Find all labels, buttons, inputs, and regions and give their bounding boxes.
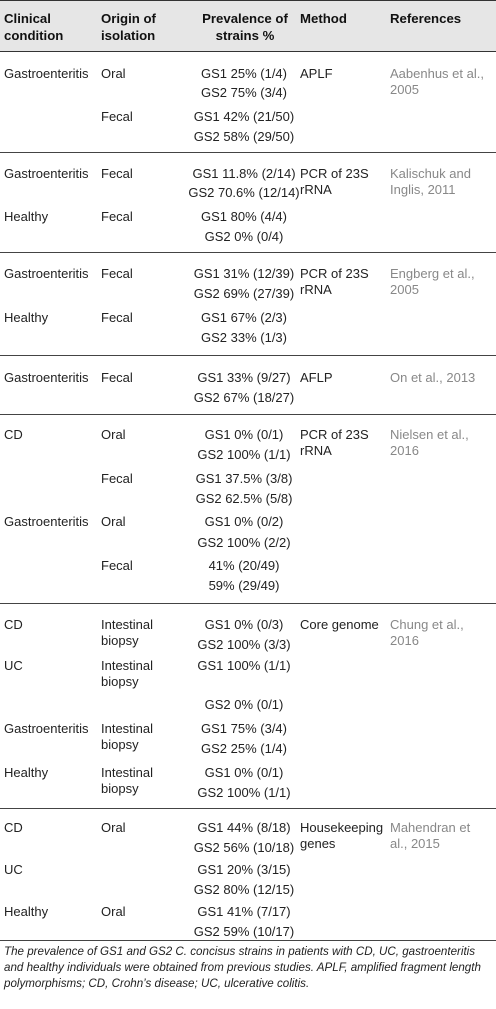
origin-cell: Oral [101,66,126,81]
group-divider [0,603,496,604]
origin-cell: Intestinal biopsy [101,617,154,648]
condition-cell: UC [4,862,23,877]
prevalence-cell: GS1 0% (0/1) [204,427,284,442]
prevalence-cell: GS2 0% (0/1) [204,697,284,712]
prevalence-cell: GS1 0% (0/2) [204,514,284,529]
prevalence-cell: GS2 0% (0/4) [204,229,284,244]
prevalence-cell: GS2 62.5% (5/8) [195,491,293,506]
group-divider [0,252,496,253]
reference-cell: Kalischuk and Inglis, 2011 [390,166,471,197]
prevalence-cell: GS2 58% (29/50) [193,129,295,144]
group-divider [0,355,496,356]
header-references: References [390,11,462,26]
prevalence-cell: GS1 41% (7/17) [197,904,291,919]
prevalence-cell: GS2 80% (12/15) [193,882,295,897]
prevalence-cell: GS2 25% (1/4) [201,741,287,756]
condition-cell: Gastroenteritis [4,514,89,529]
origin-cell: Oral [101,820,126,835]
prevalence-cell: GS2 100% (1/1) [197,785,291,800]
reference-cell: Engberg et al., 2005 [390,266,475,297]
origin-cell: Intestinal biopsy [101,765,154,796]
condition-cell: Gastroenteritis [4,166,89,181]
origin-cell: Fecal [101,209,133,224]
reference-cell: Aabenhus et al., 2005 [390,66,484,97]
method-cell: PCR of 23S rRNA [300,427,369,458]
prevalence-cell: GS1 75% (3/4) [201,721,287,736]
prevalence-cell: GS2 70.6% (12/14) [188,185,300,200]
prevalence-cell: GS2 100% (3/3) [197,637,291,652]
prevalence-cell: GS1 100% (1/1) [197,658,291,673]
prevalence-cell: GS1 11.8% (2/14) [192,166,296,181]
header-method: Method [300,11,347,26]
condition-cell: Gastroenteritis [4,266,89,281]
prevalence-cell: GS1 25% (1/4) [201,66,287,81]
condition-cell: UC [4,658,23,673]
prevalence-cell: GS2 75% (3/4) [201,85,287,100]
method-cell: AFLP [300,370,333,385]
condition-cell: CD [4,617,23,632]
prevalence-cell: GS2 100% (1/1) [197,447,291,462]
reference-cell: Mahendran et al., 2015 [390,820,471,851]
table-header: Clinical condition Origin of isolation P… [0,0,496,52]
group-divider [0,414,496,415]
prevalence-cell: GS1 67% (2/3) [201,310,287,325]
method-cell: Core genome [300,617,379,632]
reference-cell: Nielsen et al., 2016 [390,427,469,458]
prevalence-cell: 59% (29/49) [208,578,280,593]
table-bottom-rule [0,940,496,941]
origin-cell: Oral [101,514,126,529]
condition-cell: Healthy [4,209,49,224]
prevalence-cell: GS1 31% (12/39) [193,266,295,281]
table-footnote: The prevalence of GS1 and GS2 C. concisu… [4,945,481,990]
method-cell: APLF [300,66,333,81]
prevalence-cell: GS2 67% (18/27) [193,390,295,405]
method-cell: PCR of 23S rRNA [300,166,369,197]
prevalence-cell: GS1 44% (8/18) [197,820,291,835]
prevalence-cell: GS2 59% (10/17) [193,924,295,939]
origin-cell: Intestinal biopsy [101,721,154,752]
prevalence-cell: GS1 20% (3/15) [197,862,291,877]
reference-cell: On et al., 2013 [390,370,476,385]
condition-cell: Gastroenteritis [4,721,89,736]
prevalence-cell: GS1 37.5% (3/8) [195,471,293,486]
prevalence-cell: GS1 0% (0/1) [204,765,284,780]
origin-cell: Fecal [101,558,133,573]
condition-cell: Gastroenteritis [4,370,89,385]
condition-cell: Healthy [4,765,49,780]
group-divider [0,808,496,809]
method-cell: Housekeeping genes [300,820,384,851]
origin-cell: Oral [101,427,126,442]
header-origin: Origin of isolation [101,11,156,43]
origin-cell: Intestinal biopsy [101,658,154,689]
origin-cell: Fecal [101,310,133,325]
prevalence-cell: GS2 69% (27/39) [193,286,295,301]
origin-cell: Fecal [101,471,133,486]
origin-cell: Oral [101,904,126,919]
prevalence-cell: GS2 56% (10/18) [193,840,295,855]
group-divider [0,152,496,153]
origin-cell: Fecal [101,166,133,181]
prevalence-cell: GS1 80% (4/4) [201,209,287,224]
origin-cell: Fecal [101,109,133,124]
origin-cell: Fecal [101,370,133,385]
condition-cell: CD [4,820,23,835]
prevalence-cell: GS2 33% (1/3) [201,330,287,345]
method-cell: PCR of 23S rRNA [300,266,369,297]
origin-cell: Fecal [101,266,133,281]
condition-cell: CD [4,427,23,442]
condition-cell: Gastroenteritis [4,66,89,81]
prevalence-cell: GS2 100% (2/2) [197,535,291,550]
header-clinical-condition: Clinical condition [4,11,64,43]
prevalence-cell: GS1 33% (9/27) [197,370,291,385]
condition-cell: Healthy [4,904,49,919]
prevalence-cell: GS1 0% (0/3) [204,617,284,632]
reference-cell: Chung et al., 2016 [390,617,464,648]
header-prevalence: Prevalence of strains % [202,11,288,43]
prevalence-cell: GS1 42% (21/50) [193,109,295,124]
condition-cell: Healthy [4,310,49,325]
prevalence-cell: 41% (20/49) [208,558,280,573]
